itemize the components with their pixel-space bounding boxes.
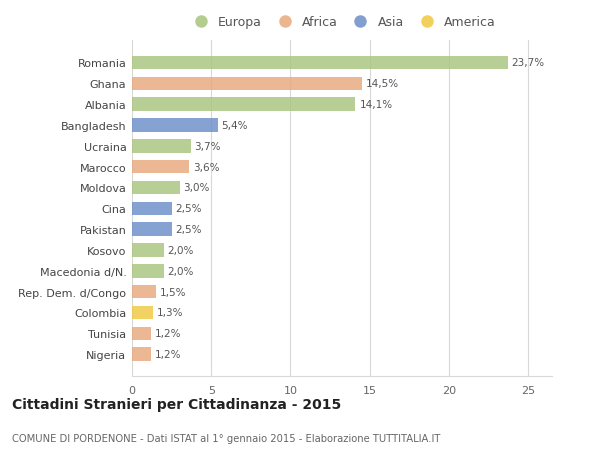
Bar <box>132 244 164 257</box>
Bar <box>132 161 189 174</box>
Bar <box>132 119 218 133</box>
Bar <box>132 285 156 299</box>
Text: 3,7%: 3,7% <box>194 141 221 151</box>
Bar <box>132 56 508 70</box>
Bar <box>132 202 172 216</box>
Legend: Europa, Africa, Asia, America: Europa, Africa, Asia, America <box>185 14 499 32</box>
Text: 14,5%: 14,5% <box>366 79 399 89</box>
Text: 1,3%: 1,3% <box>157 308 183 318</box>
Text: 23,7%: 23,7% <box>512 58 545 68</box>
Bar <box>132 98 355 112</box>
Bar <box>132 264 164 278</box>
Bar <box>132 181 179 195</box>
Text: Cittadini Stranieri per Cittadinanza - 2015: Cittadini Stranieri per Cittadinanza - 2… <box>12 397 341 412</box>
Bar <box>132 306 152 319</box>
Text: 3,0%: 3,0% <box>184 183 210 193</box>
Text: 14,1%: 14,1% <box>359 100 392 110</box>
Text: COMUNE DI PORDENONE - Dati ISTAT al 1° gennaio 2015 - Elaborazione TUTTITALIA.IT: COMUNE DI PORDENONE - Dati ISTAT al 1° g… <box>12 433 440 442</box>
Text: 1,2%: 1,2% <box>155 349 181 359</box>
Bar <box>132 140 191 153</box>
Text: 2,5%: 2,5% <box>176 224 202 235</box>
Text: 1,5%: 1,5% <box>160 287 186 297</box>
Text: 2,0%: 2,0% <box>167 266 194 276</box>
Text: 5,4%: 5,4% <box>221 121 248 131</box>
Bar <box>132 77 362 91</box>
Bar <box>132 347 151 361</box>
Text: 3,6%: 3,6% <box>193 162 220 172</box>
Bar <box>132 223 172 236</box>
Bar <box>132 327 151 341</box>
Text: 1,2%: 1,2% <box>155 329 181 339</box>
Text: 2,0%: 2,0% <box>167 246 194 255</box>
Text: 2,5%: 2,5% <box>176 204 202 214</box>
